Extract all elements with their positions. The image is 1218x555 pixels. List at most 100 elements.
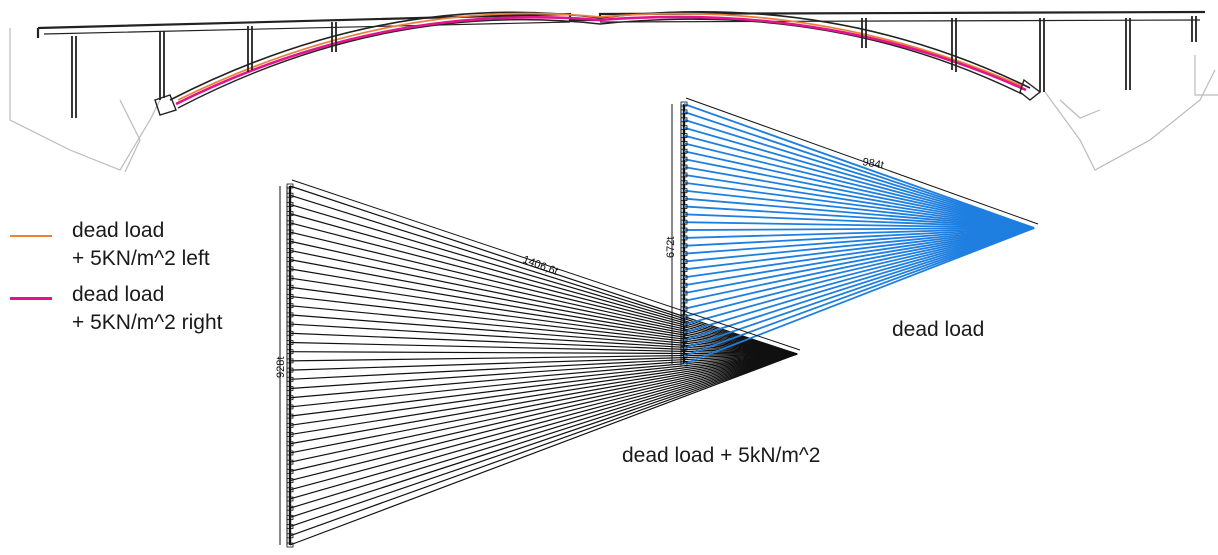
black-ray-15 xyxy=(289,323,798,355)
black-tick-8 xyxy=(286,257,294,263)
blue-ray-8 xyxy=(683,166,1035,229)
black-ray-21 xyxy=(289,353,798,380)
black-tick-11 xyxy=(286,284,294,290)
black-tick-29 xyxy=(286,450,294,456)
black-ray-16 xyxy=(289,332,798,355)
dimension-lines: 984t 672t 1406,6t 928t xyxy=(275,97,1039,545)
black-ray-33 xyxy=(289,353,798,491)
black-tick-21 xyxy=(286,376,294,382)
blue-ray-10 xyxy=(683,181,1035,229)
blue-tick-17 xyxy=(680,235,688,241)
blue-tick-14 xyxy=(680,211,688,217)
black-tick-3 xyxy=(286,211,294,217)
blue-tick-5 xyxy=(680,140,688,146)
blue-ray-30 xyxy=(683,227,1035,342)
black-tick-31 xyxy=(286,468,294,474)
black-ray-26 xyxy=(289,353,798,426)
black-ray-34 xyxy=(289,353,798,500)
blue-tick-16 xyxy=(680,227,688,233)
black-ray-11 xyxy=(289,286,798,355)
force-polygon-dead-load xyxy=(680,101,1035,367)
black-tick-4 xyxy=(286,220,294,226)
legend-label-left-line2: + 5KN/m^2 left xyxy=(72,247,210,270)
thrust-line-right-load xyxy=(175,15,1027,106)
black-tick-2 xyxy=(286,202,294,207)
black-tick-32 xyxy=(286,478,294,483)
black-tick-14 xyxy=(286,312,294,318)
blue-ray-2 xyxy=(683,118,1035,229)
blue-ray-4 xyxy=(683,134,1035,229)
blue-ray-21 xyxy=(683,227,1035,271)
dim-label-blue-diagonal: 984t xyxy=(861,156,884,172)
black-ray-22 xyxy=(289,353,798,390)
blue-tick-4 xyxy=(680,133,688,138)
blue-tick-8 xyxy=(680,164,688,170)
blue-ray-27 xyxy=(683,227,1035,318)
black-ray-0 xyxy=(289,185,798,355)
blue-ray-1 xyxy=(683,111,1035,229)
black-ray-36 xyxy=(289,353,798,518)
black-ray-24 xyxy=(289,353,798,408)
black-tick-18 xyxy=(286,349,294,355)
blue-tick-24 xyxy=(680,290,688,296)
legend-label-left-line1: dead load xyxy=(72,219,165,242)
blue-ray-7 xyxy=(683,158,1035,229)
blue-tick-33 xyxy=(680,361,688,367)
blue-tick-0 xyxy=(680,101,688,107)
blue-ray-6 xyxy=(683,150,1035,229)
black-tick-10 xyxy=(286,275,294,281)
blue-ray-13 xyxy=(683,205,1035,229)
blue-ray-17 xyxy=(683,227,1035,239)
black-tick-36 xyxy=(286,514,294,520)
deck-bottom xyxy=(43,19,1201,35)
arch-intrados xyxy=(177,18,1023,109)
black-tick-25 xyxy=(286,413,294,419)
black-ray-23 xyxy=(289,353,798,399)
blue-tick-29 xyxy=(680,330,688,335)
blue-ray-22 xyxy=(683,227,1035,279)
black-tick-15 xyxy=(286,321,294,327)
blue-ray-18 xyxy=(683,227,1035,247)
label-dead-load: dead load xyxy=(892,318,985,341)
black-ray-29 xyxy=(289,353,798,454)
black-ray-31 xyxy=(289,353,798,472)
black-tick-9 xyxy=(286,266,294,272)
black-ray-7 xyxy=(289,249,798,355)
label-dead-load-plus-5kn: dead load + 5kN/m^2 xyxy=(622,444,821,467)
blue-ray-24 xyxy=(683,227,1035,294)
blue-ray-0 xyxy=(683,103,1035,229)
thrust-line-left-load xyxy=(177,12,1023,101)
black-ray-39 xyxy=(289,353,798,546)
black-ray-37 xyxy=(289,353,798,528)
black-ray-9 xyxy=(289,268,798,355)
black-tick-26 xyxy=(286,422,294,428)
blue-ray-23 xyxy=(683,227,1035,287)
bridge-elevation xyxy=(9,10,1218,173)
dim-label-blue-height: 672t xyxy=(665,237,677,258)
blue-ray-15 xyxy=(683,221,1035,229)
blue-ray-25 xyxy=(683,227,1035,302)
blue-tick-31 xyxy=(680,345,688,351)
black-tick-5 xyxy=(286,229,294,235)
left-abutment-outline xyxy=(9,28,161,171)
blue-ray-12 xyxy=(683,197,1035,229)
blue-ray-31 xyxy=(683,227,1035,350)
blue-ray-29 xyxy=(683,227,1035,334)
blue-ray-3 xyxy=(683,126,1035,229)
blue-ray-28 xyxy=(683,227,1035,326)
arch-extrados xyxy=(169,10,1031,101)
black-tick-12 xyxy=(286,294,294,299)
black-ray-25 xyxy=(289,353,798,417)
blue-tick-22 xyxy=(680,274,688,280)
black-tick-22 xyxy=(286,386,294,391)
black-ray-30 xyxy=(289,353,798,463)
blue-ray-20 xyxy=(683,227,1035,263)
black-tick-17 xyxy=(286,340,294,345)
black-ray-5 xyxy=(289,231,798,355)
blue-tick-23 xyxy=(680,282,688,288)
dim-line-blue-diagonal xyxy=(685,97,1039,225)
black-ray-1 xyxy=(289,194,798,355)
blue-tick-19 xyxy=(680,251,688,257)
black-ray-28 xyxy=(289,353,798,445)
